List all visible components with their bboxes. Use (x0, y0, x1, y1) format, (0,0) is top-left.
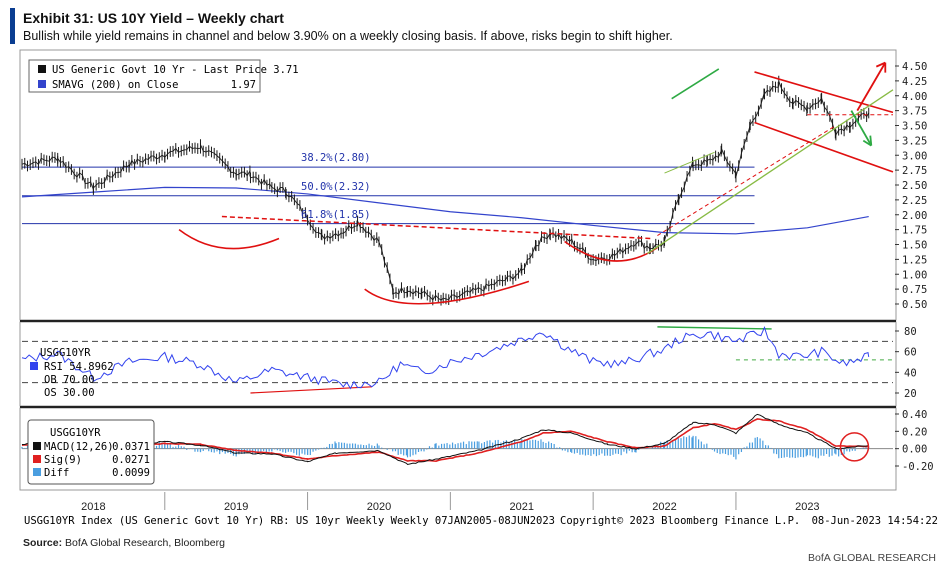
x-tick-label: 2021 (510, 501, 534, 513)
macd-legend-macd-val: 0.0371 (112, 441, 150, 453)
head-arc (364, 280, 530, 305)
arrow-down (850, 110, 873, 147)
macd-legend-macd: MACD(12,26) (44, 441, 114, 453)
macd-legend-sig: Sig(9) (44, 454, 82, 466)
uptrend-line (647, 89, 894, 254)
macd-tick-label: 0.20 (902, 426, 927, 438)
accent-bar (10, 8, 15, 44)
rsi-tick-label: 20 (904, 388, 917, 400)
price-tick-label: 4.50 (902, 61, 927, 73)
source-text: BofA Global Research, Bloomberg (65, 537, 225, 549)
x-tick-label: 2019 (224, 501, 248, 513)
macd-legend-diff-val: 0.0099 (112, 467, 150, 479)
price-line (21, 80, 870, 301)
rsi-legend-swatch (30, 362, 38, 370)
year-separators (164, 492, 737, 510)
rsi-top-line (657, 326, 772, 330)
x-tick-label: 2020 (367, 501, 391, 513)
price-tick-label: 1.00 (902, 269, 927, 281)
channel-lower (754, 121, 894, 173)
macd-legend-sig-val: 0.0271 (112, 454, 150, 466)
arrow-up (856, 62, 887, 112)
macd-tick-label: -0.20 (902, 461, 934, 473)
index-line: USGG10YR Index (US Generic Govt 10 Yr) R… (24, 515, 555, 527)
sma-line (21, 186, 869, 235)
chart-subtitle: Bullish while yield remains in channel a… (23, 29, 673, 43)
axes: 2018 2019 2020 2021 2022 2023 4.50 4.25 4.00 3.75… (81, 61, 933, 513)
sma-legend-value: 1.97 (231, 79, 256, 91)
macd-legend-box (27, 419, 155, 485)
price-tick-label: 0.75 (902, 284, 927, 296)
momentum-line (671, 68, 720, 100)
macd-line (21, 413, 869, 466)
price-tick-label: 4.25 (902, 76, 927, 88)
price-tick-label: 0.50 (902, 299, 927, 311)
price-tick-label: 1.50 (902, 240, 927, 252)
right-shoulder-arc (564, 240, 658, 262)
timestamp: 08-Jun-2023 14:54:22 (812, 515, 938, 527)
price-legend: US Generic Govt 10 Yr - Last Price 3.71 … (28, 59, 299, 93)
price-tick-label: 3.50 (902, 121, 927, 133)
chart-title: Exhibit 31: US 10Y Yield – Weekly chart (23, 10, 284, 26)
rsi-legend-ob: OB 70.00 (44, 374, 95, 386)
brand-label: BofA GLOBAL RESEARCH (808, 552, 936, 564)
sma-legend-swatch (38, 80, 46, 88)
diff-legend-swatch (33, 468, 41, 476)
macd-legend: USGG10YR MACD(12,26) 0.0371 Sig(9) 0.027… (27, 419, 155, 485)
price-tick-label: 3.00 (902, 150, 927, 162)
price-tick-label: 1.75 (902, 225, 927, 237)
price-legend-swatch (38, 65, 46, 73)
macd-tick-label: 0.00 (902, 444, 927, 456)
trend-support (664, 151, 715, 174)
source-label: Source: (23, 537, 63, 549)
rsi-tick-label: 60 (904, 347, 917, 359)
arrow-down-head (862, 135, 873, 147)
x-tick-label: 2023 (795, 501, 819, 513)
fib-618-label: 61.8%(1.85) (301, 209, 371, 221)
macd-legend-ticker: USGG10YR (50, 427, 101, 439)
sig-legend-swatch (33, 455, 41, 463)
macd-highlight-circle (839, 432, 870, 462)
price-tick-label: 2.75 (902, 165, 927, 177)
price-legend-box (28, 59, 261, 93)
copyright: Copyright© 2023 Bloomberg Finance L.P. (560, 515, 800, 527)
price-tick-label: 2.00 (902, 210, 927, 222)
price-tick-label: 3.25 (902, 135, 927, 147)
neckline (221, 215, 651, 240)
macd-legend-swatch (33, 442, 41, 450)
rsi-legend-rsi: RSI 54.8962 (44, 361, 114, 373)
rsi-tick-label: 40 (904, 367, 917, 379)
rsi-tick-label: 80 (904, 326, 917, 338)
source-note: Source: BofA Global Research, Bloomberg (23, 537, 225, 549)
rsi-line (21, 326, 870, 390)
arrow-up-head (875, 61, 887, 73)
price-tick-label: 2.50 (902, 180, 927, 192)
macd-legend-diff: Diff (44, 467, 69, 479)
rsi-legend: USGG10YR RSI 54.8962 OB 70.00 OS 30.00 (30, 347, 114, 399)
x-tick-label: 2022 (652, 501, 676, 513)
price-panel (21, 61, 894, 306)
fib-382-label: 38.2%(2.80) (301, 152, 371, 164)
price-tick-label: 3.75 (902, 106, 927, 118)
fib-500-label: 50.0%(2.32) (301, 181, 371, 193)
sma-legend-label: SMAVG (200) on Close (52, 79, 178, 91)
price-tick-label: 1.25 (902, 254, 927, 266)
price-tick-label: 2.25 (902, 195, 927, 207)
left-shoulder-arc (178, 228, 280, 250)
rsi-divergence-line (250, 386, 372, 394)
price-tick-label: 4.00 (902, 91, 927, 103)
x-tick-label: 2018 (81, 501, 105, 513)
rsi-legend-os: OS 30.00 (44, 387, 95, 399)
price-legend-label: US Generic Govt 10 Yr - Last Price 3.71 (52, 64, 299, 76)
rsi-panel-frame (19, 321, 897, 407)
signal-line (21, 418, 869, 462)
rsi-legend-ticker: USGG10YR (40, 347, 91, 359)
rsi-panel (21, 326, 893, 394)
macd-tick-label: 0.40 (902, 409, 927, 421)
